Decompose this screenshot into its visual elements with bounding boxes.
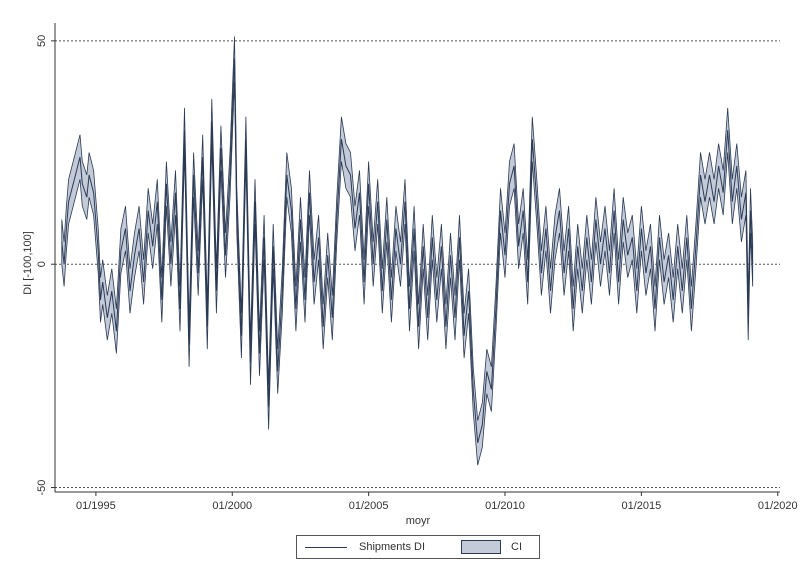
y-axis-title: DI [-100,100]: [22, 231, 34, 295]
x-tick-label: 01/2000: [212, 500, 252, 512]
legend-label-ci: CI: [511, 541, 522, 553]
x-tick-label: 01/1995: [76, 500, 116, 512]
legend-swatch-shipments-di: [305, 547, 347, 548]
shipments-di-line: [61, 58, 754, 444]
legend: Shipments DI CI: [296, 535, 540, 559]
x-tick-label: 01/2005: [349, 500, 389, 512]
y-tick-label: 0: [36, 261, 48, 267]
legend-swatch-ci: [461, 540, 501, 554]
x-tick-label: 01/2010: [485, 500, 525, 512]
y-tick-label: 50: [36, 35, 48, 47]
axes: -50 0 50 01/1995 01/2000 01/2005 01/2010 01/201…: [36, 23, 798, 512]
y-tick-label: -50: [36, 480, 48, 496]
legend-label-shipments-di: Shipments DI: [359, 541, 426, 553]
x-axis-title: moyr: [406, 515, 431, 527]
x-tick-label: 01/2015: [621, 500, 661, 512]
x-tick-label: 01/2020: [758, 500, 798, 512]
series-line-layer: [61, 58, 754, 444]
